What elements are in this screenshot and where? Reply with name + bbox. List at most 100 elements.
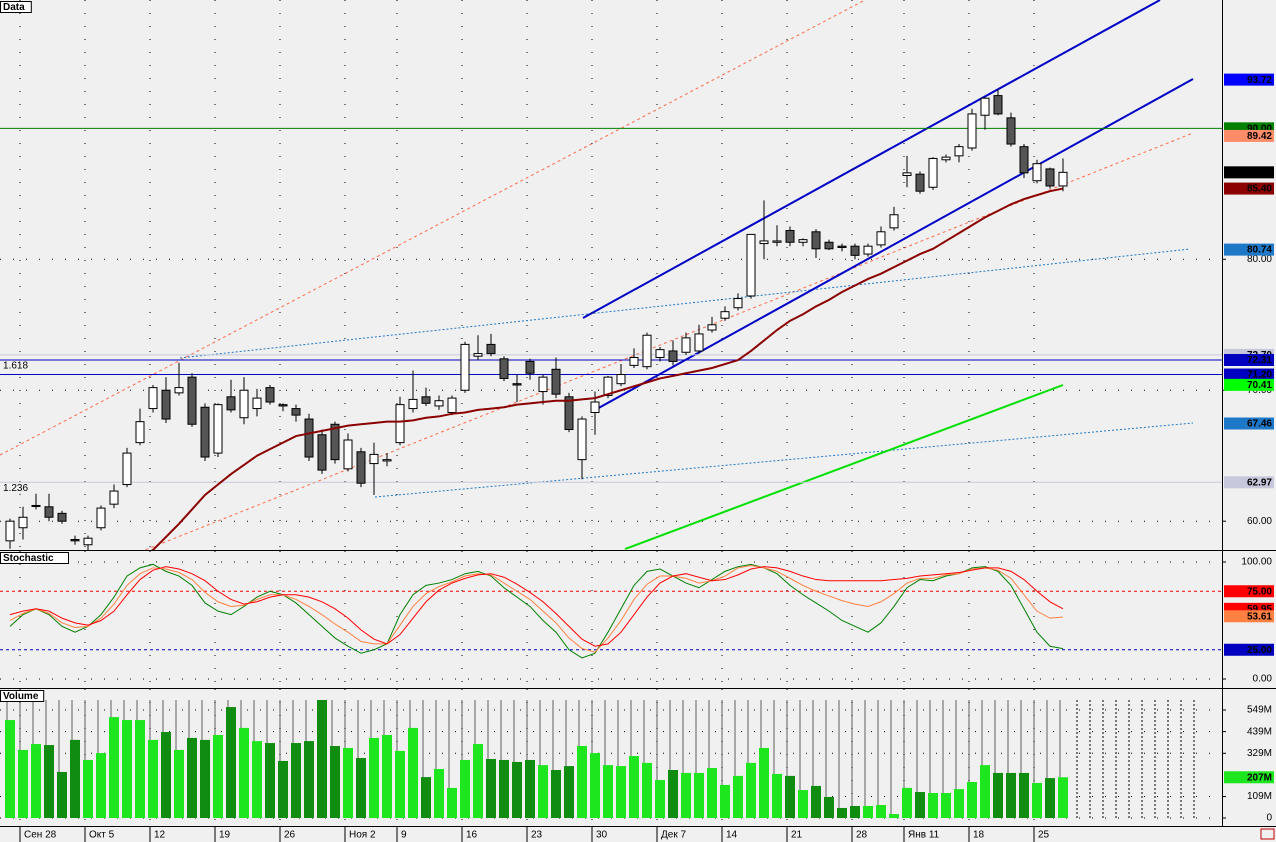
candle-body bbox=[512, 383, 522, 386]
volume-bar bbox=[915, 792, 925, 818]
volume-bar bbox=[694, 772, 704, 818]
candle-body bbox=[603, 376, 613, 396]
volume-bar bbox=[863, 805, 873, 818]
candle-body bbox=[408, 398, 418, 410]
volume-bar bbox=[213, 734, 223, 818]
stochastic-line bbox=[9, 566, 1064, 647]
price-marker bbox=[1224, 378, 1274, 391]
volume-bar bbox=[993, 772, 1003, 818]
volume-bar bbox=[18, 749, 28, 818]
candle-body bbox=[239, 389, 249, 419]
candle-body bbox=[733, 298, 743, 309]
volume-bar bbox=[759, 747, 769, 818]
candle-body bbox=[590, 401, 600, 413]
candle-body bbox=[928, 157, 938, 188]
volume-bar bbox=[603, 765, 613, 818]
candle-body bbox=[5, 520, 15, 542]
panel-title-box bbox=[0, 552, 69, 564]
price-marker-label: 75.00 bbox=[1247, 586, 1272, 597]
volume-bar bbox=[538, 765, 548, 818]
candle-body bbox=[278, 404, 288, 407]
volume-bar bbox=[733, 775, 743, 818]
price-marker-label: 71.20 bbox=[1247, 370, 1272, 381]
candle-body bbox=[174, 387, 184, 394]
volume-bar bbox=[850, 805, 860, 818]
trend-line bbox=[374, 422, 1194, 498]
volume-bar bbox=[1045, 778, 1055, 818]
price-marker bbox=[1224, 771, 1274, 784]
volume-bar bbox=[304, 741, 314, 818]
y-tick-label: 0.00 bbox=[1253, 674, 1273, 685]
candle-body bbox=[967, 113, 977, 149]
volume-bar bbox=[395, 750, 405, 818]
volume-bar bbox=[902, 787, 912, 818]
x-tick-label: 28 bbox=[856, 830, 868, 841]
volume-bar bbox=[135, 720, 145, 818]
candle-body bbox=[980, 97, 990, 116]
panel-title-box bbox=[0, 1, 32, 13]
candle-body bbox=[421, 396, 431, 404]
price-marker bbox=[1224, 243, 1274, 256]
volume-bar bbox=[746, 762, 756, 818]
price-marker-label: 89.42 bbox=[1247, 131, 1272, 142]
x-tick-label: Окт 5 bbox=[89, 830, 115, 841]
volume-bar bbox=[616, 766, 626, 818]
corner-icon[interactable] bbox=[1260, 828, 1275, 840]
candle-body bbox=[811, 231, 821, 250]
price-marker-label: 59.95 bbox=[1247, 604, 1272, 615]
candle-body bbox=[31, 504, 41, 507]
candle-body bbox=[226, 396, 236, 411]
price-marker-label: 25.00 bbox=[1247, 645, 1272, 656]
candle-body bbox=[382, 459, 392, 462]
y-tick-label: 80.00 bbox=[1247, 254, 1272, 265]
volume-bar bbox=[421, 777, 431, 818]
candle-body bbox=[499, 358, 509, 379]
volume-bar bbox=[200, 739, 210, 818]
candle-body bbox=[616, 374, 626, 385]
x-tick-label: 19 bbox=[219, 830, 231, 841]
candle-body bbox=[668, 350, 678, 362]
volume-bar bbox=[1058, 777, 1068, 818]
price-marker bbox=[1224, 73, 1274, 86]
trend-line bbox=[624, 384, 1064, 550]
candle-body bbox=[850, 245, 860, 256]
volume-bar bbox=[434, 769, 444, 818]
volume-bar bbox=[408, 727, 418, 818]
volume-bar bbox=[122, 720, 132, 818]
volume-bar bbox=[681, 772, 691, 818]
candle-body bbox=[525, 360, 535, 374]
plot: 1.618 1.236 bbox=[0, 89, 1222, 550]
volume-bar bbox=[5, 720, 15, 818]
candle-body bbox=[746, 233, 756, 297]
volume-bar bbox=[174, 749, 184, 818]
candle-body bbox=[252, 397, 262, 410]
volume-bar bbox=[187, 737, 197, 818]
moving-average bbox=[151, 187, 1064, 550]
candle-body bbox=[473, 353, 483, 357]
candle-body bbox=[564, 396, 574, 431]
volume-bar bbox=[590, 753, 600, 818]
candle-body bbox=[681, 337, 691, 353]
volume-bar bbox=[161, 732, 171, 818]
candle-body bbox=[772, 240, 782, 243]
volume-bar bbox=[109, 717, 119, 818]
candle-body bbox=[707, 324, 717, 331]
candle-body bbox=[70, 539, 80, 542]
volume-bar bbox=[798, 790, 808, 818]
price-marker-label: 72.31 bbox=[1247, 355, 1272, 366]
candle-body bbox=[343, 439, 353, 470]
candle-body bbox=[785, 229, 795, 243]
candle-body bbox=[213, 404, 223, 454]
x-tick-label: Ноя 2 bbox=[349, 830, 376, 841]
volume-bar bbox=[473, 744, 483, 818]
plot bbox=[5, 699, 1195, 818]
candle-body bbox=[902, 172, 912, 176]
price-marker bbox=[1224, 353, 1274, 366]
volume-bar bbox=[512, 761, 522, 818]
candle-body bbox=[824, 241, 834, 250]
volume-bar bbox=[1019, 772, 1029, 818]
candle-body bbox=[1058, 171, 1068, 187]
price-marker bbox=[1224, 166, 1274, 179]
